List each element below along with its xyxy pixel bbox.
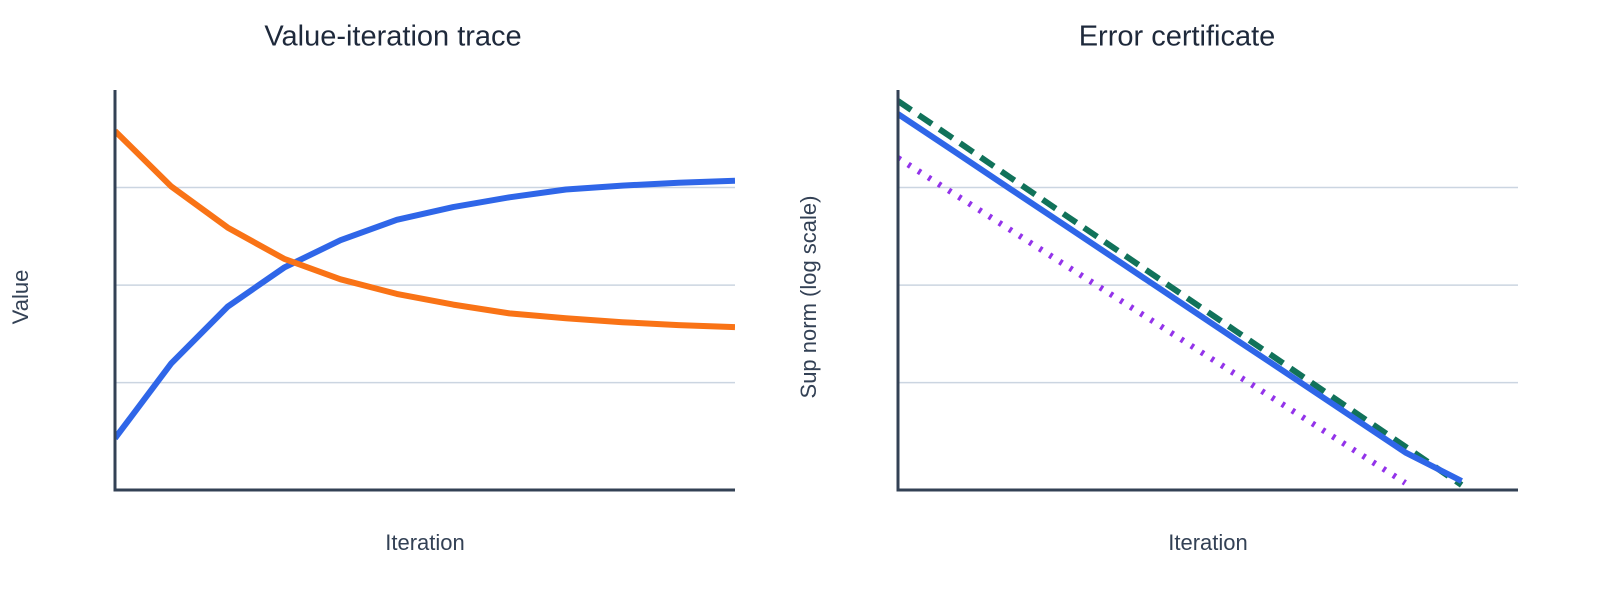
series-line	[898, 155, 1407, 486]
series-line	[898, 98, 1464, 488]
chart-title: Error certificate	[1079, 21, 1276, 53]
y-axis-label: Value	[8, 270, 33, 325]
x-axis-label: Iteration	[1168, 530, 1248, 555]
series-line	[898, 111, 1463, 484]
y-axis-label: Sup norm (log scale)	[796, 196, 821, 399]
chart-title: Value-iteration trace	[264, 21, 521, 53]
series-line	[115, 177, 735, 441]
x-axis-label: Iteration	[385, 530, 465, 555]
plot-area	[898, 98, 1464, 488]
series-line	[115, 128, 735, 331]
plot-area	[115, 128, 735, 441]
